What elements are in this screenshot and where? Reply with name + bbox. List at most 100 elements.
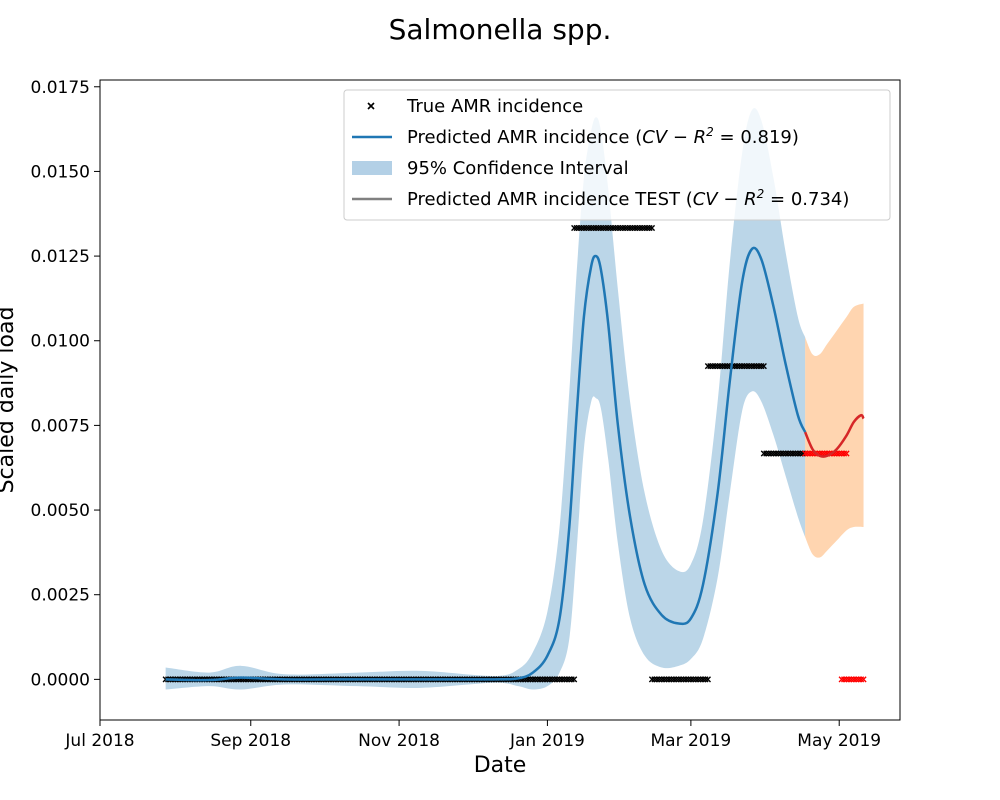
true-incidence-marker [775, 450, 782, 457]
true-incidence-marker [634, 224, 641, 232]
confidence-intervals [165, 108, 864, 690]
true-incidence-marker [639, 224, 646, 232]
true-incidence-marker [656, 676, 663, 683]
true-incidence-marker [682, 676, 690, 683]
true-incidence-marker [741, 363, 748, 370]
test-confidence-band [805, 303, 864, 558]
y-tick-label: 0.0175 [31, 78, 90, 98]
true-incidence-marker [590, 224, 597, 232]
true-incidence-marker [537, 676, 544, 683]
y-tick-label: 0.0150 [31, 162, 90, 182]
true-incidence-marker [575, 224, 583, 232]
true-incidence-marker [707, 363, 714, 370]
true-incidence-test-marker [836, 450, 843, 457]
legend-label: 95% Confidence Interval [407, 158, 629, 179]
true-incidence-marker [573, 224, 580, 232]
true-incidence-marker [580, 224, 587, 232]
y-axis-label: Scaled daily load [0, 307, 19, 494]
true-incidence-marker [724, 363, 731, 370]
true-incidence-marker [704, 363, 711, 370]
x-tick-label: May 2019 [797, 731, 881, 751]
true-incidence-marker [780, 450, 787, 457]
true-incidence-marker [697, 676, 704, 683]
true-incidence-marker [609, 224, 617, 232]
true-incidence-marker [614, 224, 622, 232]
true-incidence-marker [675, 676, 682, 683]
true-incidence-marker [743, 363, 750, 370]
true-incidence-marker [765, 450, 772, 457]
true-incidence-marker [738, 363, 746, 370]
true-incidence-marker [600, 224, 607, 232]
y-tick-label: 0.0075 [31, 416, 90, 436]
legend-entry: Predicted AMR incidence (CV − R2 = 0.819… [352, 125, 799, 148]
true-incidence-marker [755, 363, 763, 370]
true-incidence-marker [751, 363, 758, 370]
observation-segment [838, 676, 867, 683]
true-incidence-marker [685, 676, 692, 683]
legend-patch-icon [352, 161, 392, 175]
true-incidence-test-marker [802, 450, 809, 457]
true-incidence-marker [680, 676, 687, 683]
true-incidence-marker [678, 676, 685, 683]
x-tick-label: Jan 2019 [509, 731, 585, 751]
true-incidence-marker [597, 224, 605, 232]
legend-label: Predicted AMR incidence (CV − R2 = 0.819… [407, 125, 799, 148]
true-incidence-marker [612, 224, 619, 232]
true-incidence-marker [736, 363, 743, 370]
true-incidence-marker [568, 676, 575, 683]
true-incidence-marker [644, 224, 651, 232]
true-incidence-marker [782, 450, 789, 457]
true-incidence-marker [583, 224, 590, 232]
true-incidence-marker [665, 676, 673, 683]
true-incidence-test-marker [806, 450, 814, 457]
true-incidence-marker [695, 676, 702, 683]
predicted-test-line [804, 413, 865, 458]
true-incidence-marker [709, 363, 716, 370]
true-incidence-marker [794, 450, 801, 457]
true-incidence-marker [544, 676, 551, 683]
x-tick-label: Nov 2018 [358, 731, 440, 751]
true-incidence-marker [617, 224, 624, 232]
true-incidence-marker [539, 676, 546, 683]
y-tick-label: 0.0100 [31, 332, 90, 352]
true-incidence-marker [653, 676, 660, 683]
observation-segment [648, 676, 711, 683]
true-incidence-marker [763, 450, 770, 457]
true-incidence-marker [690, 676, 697, 683]
true-incidence-test-marker [838, 676, 845, 683]
true-incidence-marker [563, 676, 570, 683]
true-incidence-marker [721, 363, 729, 370]
true-incidence-marker [661, 676, 668, 683]
true-incidence-marker [619, 224, 626, 232]
true-incidence-test-marker [845, 676, 853, 683]
y-tick-label: 0.0000 [31, 670, 90, 690]
y-axis: 0.0000 0.0025 0.0050 0.0075 0.0100 0.0125 0.01… [31, 78, 100, 690]
true-incidence-marker [566, 676, 573, 683]
true-incidence-test-marker [853, 676, 860, 683]
true-incidence-marker [592, 224, 600, 232]
true-incidence-marker [558, 676, 566, 683]
true-incidence-marker [770, 450, 777, 457]
true-incidence-test-marker [840, 450, 848, 457]
y-tick-label: 0.0125 [31, 247, 90, 267]
true-incidence-marker [578, 224, 585, 232]
true-incidence-marker [733, 363, 741, 370]
legend-entry: Predicted AMR incidence TEST (CV − R2 = … [352, 187, 849, 210]
true-incidence-marker [753, 363, 760, 370]
y-tick-label: 0.0050 [31, 501, 90, 521]
legend-entry: 95% Confidence Interval [352, 158, 629, 179]
true-incidence-marker [658, 676, 665, 683]
true-incidence-test-marker [838, 450, 845, 457]
true-incidence-marker [626, 224, 634, 232]
confidence-band [165, 108, 806, 690]
true-incidence-marker [760, 363, 767, 370]
true-incidence-marker [571, 676, 578, 683]
prediction-lines [165, 246, 865, 682]
true-incidence-marker [534, 676, 541, 683]
true-incidence-marker [785, 450, 792, 457]
x-tick-label: Jul 2018 [64, 731, 134, 751]
true-incidence-marker [602, 224, 609, 232]
legend-entry: True AMR incidence [367, 96, 583, 117]
true-incidence-marker [760, 450, 767, 457]
